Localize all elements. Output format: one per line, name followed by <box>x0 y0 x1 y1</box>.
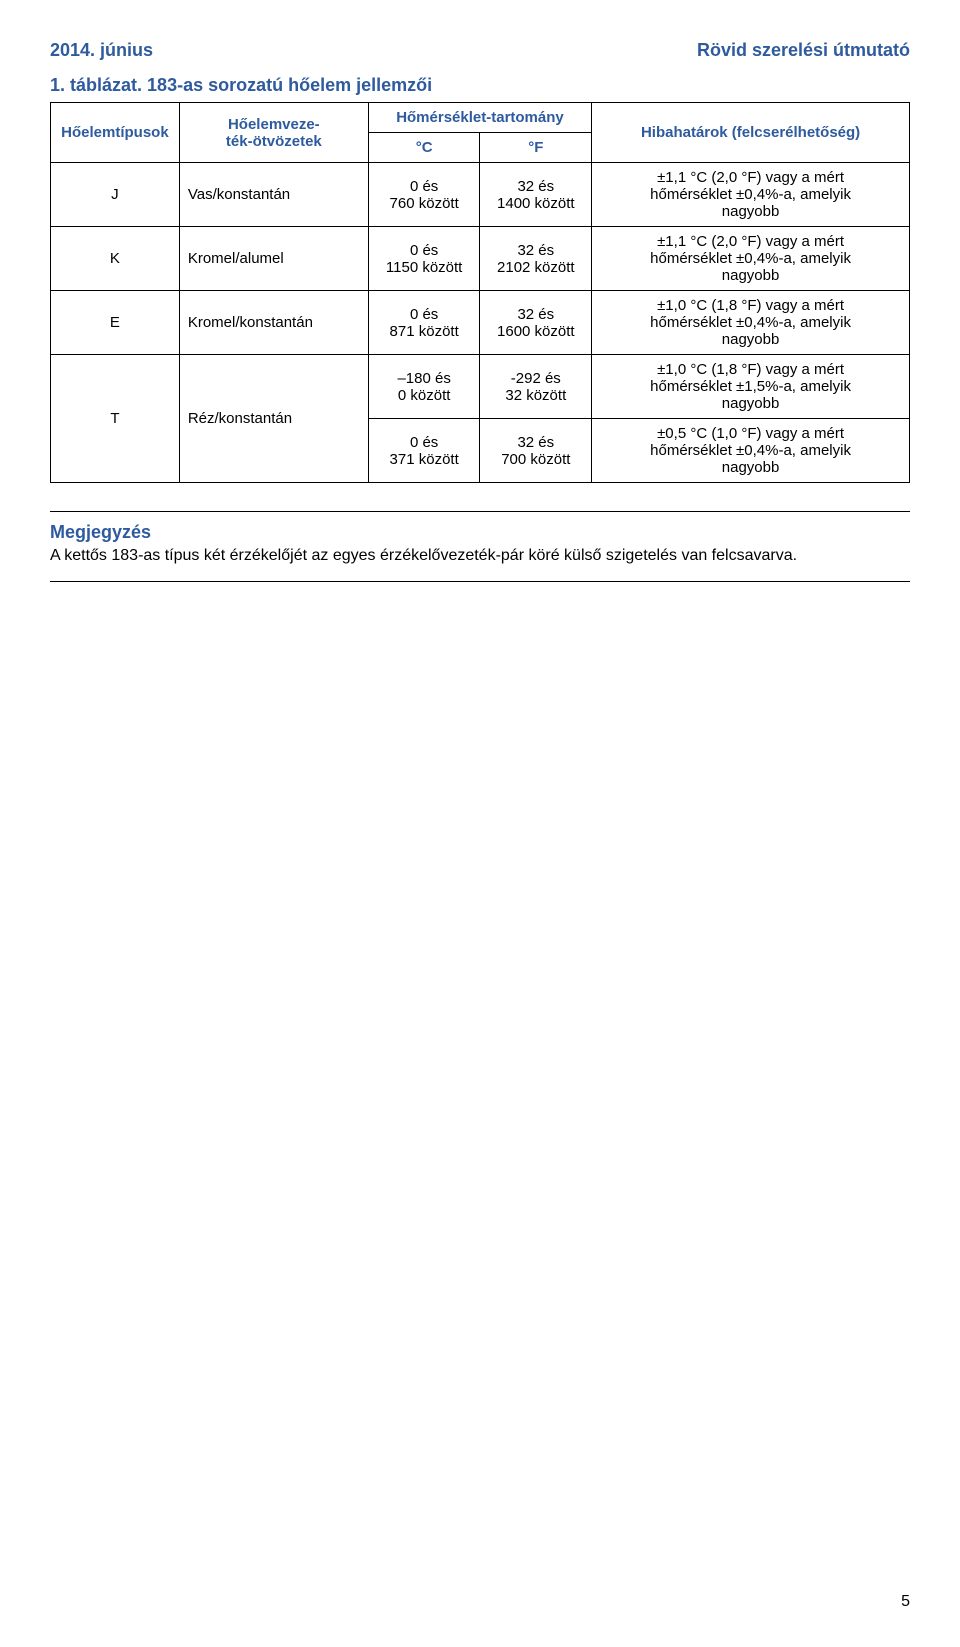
th-alloy: Hőelemveze-ték-ötvözetek <box>179 103 368 163</box>
note-block: Megjegyzés A kettős 183-as típus két érz… <box>50 511 910 582</box>
header-doc-title: Rövid szerelési útmutató <box>697 40 910 61</box>
cell-f: -292 és32 között <box>480 355 592 419</box>
cell-alloy: Kromel/konstantán <box>179 291 368 355</box>
cell-c: –180 és0 között <box>368 355 480 419</box>
th-error: Hibahatárok (felcserélhetőség) <box>592 103 910 163</box>
cell-alloy: Vas/konstantán <box>179 163 368 227</box>
cell-alloy: Kromel/alumel <box>179 227 368 291</box>
table-row: T Réz/konstantán –180 és0 között -292 és… <box>51 355 910 419</box>
cell-type: J <box>51 163 180 227</box>
page: 2014. június Rövid szerelési útmutató 1.… <box>0 0 960 1647</box>
table-row: E Kromel/konstantán 0 és871 között 32 és… <box>51 291 910 355</box>
thermocouple-table: Hőelemtípusok Hőelemveze-ték-ötvözetek H… <box>50 102 910 483</box>
cell-type: K <box>51 227 180 291</box>
cell-c: 0 és371 között <box>368 419 480 483</box>
note-title: Megjegyzés <box>50 522 910 543</box>
th-fahrenheit: °F <box>480 133 592 163</box>
note-body: A kettős 183-as típus két érzékelőjét az… <box>50 545 910 567</box>
cell-type: E <box>51 291 180 355</box>
cell-c: 0 és1150 között <box>368 227 480 291</box>
cell-f: 32 és1400 között <box>480 163 592 227</box>
cell-c: 0 és760 között <box>368 163 480 227</box>
header-row-1: Hőelemtípusok Hőelemveze-ték-ötvözetek H… <box>51 103 910 133</box>
page-number: 5 <box>901 1593 910 1611</box>
th-range-group: Hőmérséklet-tartomány <box>368 103 591 133</box>
cell-err: ±1,0 °C (1,8 °F) vagy a mérthőmérséklet … <box>592 355 910 419</box>
cell-err: ±1,1 °C (2,0 °F) vagy a mérthőmérséklet … <box>592 227 910 291</box>
caption-label: 1. táblázat. <box>50 75 142 95</box>
cell-f: 32 és1600 között <box>480 291 592 355</box>
cell-err: ±1,0 °C (1,8 °F) vagy a mérthőmérséklet … <box>592 291 910 355</box>
cell-f: 32 és2102 között <box>480 227 592 291</box>
header-date: 2014. június <box>50 40 153 61</box>
th-celsius: °C <box>368 133 480 163</box>
cell-type: T <box>51 355 180 483</box>
cell-c: 0 és871 között <box>368 291 480 355</box>
cell-alloy: Réz/konstantán <box>179 355 368 483</box>
table-row: J Vas/konstantán 0 és760 között 32 és140… <box>51 163 910 227</box>
cell-f: 32 és700 között <box>480 419 592 483</box>
th-type: Hőelemtípusok <box>51 103 180 163</box>
caption-title: 183-as sorozatú hőelem jellemzői <box>147 75 432 95</box>
cell-err: ±0,5 °C (1,0 °F) vagy a mérthőmérséklet … <box>592 419 910 483</box>
page-header: 2014. június Rövid szerelési útmutató <box>50 40 910 61</box>
table-caption: 1. táblázat. 183-as sorozatú hőelem jell… <box>50 75 910 96</box>
cell-err: ±1,1 °C (2,0 °F) vagy a mérthőmérséklet … <box>592 163 910 227</box>
table-row: K Kromel/alumel 0 és1150 között 32 és210… <box>51 227 910 291</box>
